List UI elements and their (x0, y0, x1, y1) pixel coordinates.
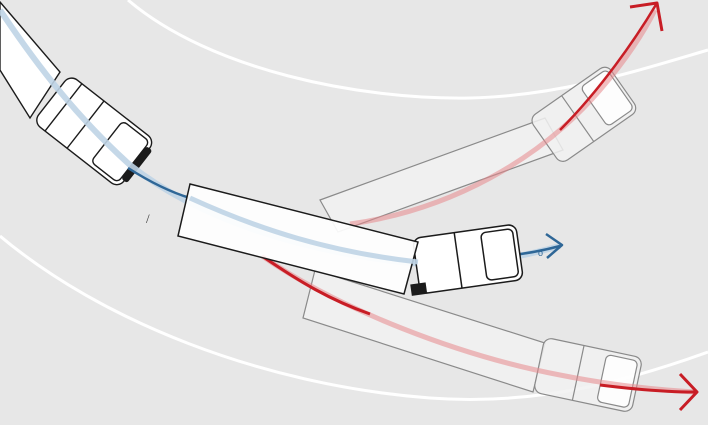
ghost-cab-lower (534, 338, 642, 412)
mark-2: ö (538, 248, 543, 258)
alternative-path-down (260, 253, 699, 412)
ghost-truck-lower (302, 269, 642, 412)
intended-path-overlay (188, 195, 419, 265)
truck-jackknifed-cab (410, 224, 524, 296)
alternative-path-down-arrow (678, 372, 699, 412)
ghost-cab-upper (531, 66, 637, 162)
ghost-truck-upper (319, 66, 637, 233)
lane-line-top (127, 0, 708, 100)
ghost-trailer-lower (302, 269, 546, 393)
mark-1: / (146, 211, 150, 226)
intended-path-arrow (545, 232, 564, 259)
alternative-path-up (349, 1, 664, 227)
